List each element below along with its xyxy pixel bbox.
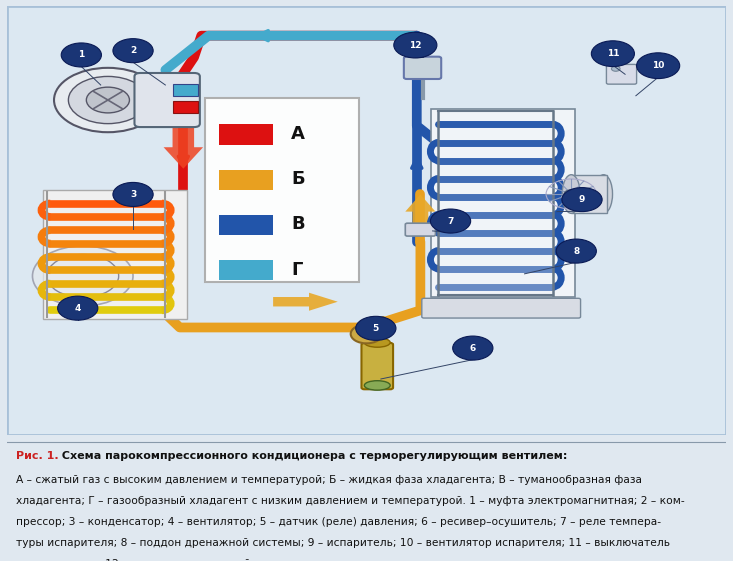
Circle shape bbox=[564, 190, 578, 198]
Bar bbox=[219, 125, 273, 145]
Circle shape bbox=[350, 324, 383, 343]
Circle shape bbox=[562, 187, 602, 211]
Circle shape bbox=[58, 296, 97, 320]
Circle shape bbox=[611, 66, 620, 71]
Text: 10: 10 bbox=[652, 61, 664, 70]
Circle shape bbox=[394, 32, 437, 58]
Circle shape bbox=[113, 182, 153, 206]
Text: 3: 3 bbox=[130, 190, 136, 199]
FancyBboxPatch shape bbox=[404, 57, 441, 79]
Text: Б: Б bbox=[291, 171, 305, 188]
Text: А – сжатый газ с высоким давлением и температурой; Б – жидкая фаза хладагента; В: А – сжатый газ с высоким давлением и тем… bbox=[16, 475, 642, 485]
Text: прессор; 3 – конденсатор; 4 – вентилятор; 5 – датчик (реле) давления; 6 – ресиве: прессор; 3 – конденсатор; 4 – вентилятор… bbox=[16, 517, 661, 527]
FancyBboxPatch shape bbox=[431, 109, 575, 297]
Bar bbox=[219, 215, 273, 235]
FancyBboxPatch shape bbox=[7, 6, 726, 435]
FancyArrow shape bbox=[163, 126, 203, 169]
Ellipse shape bbox=[364, 381, 390, 390]
Ellipse shape bbox=[594, 174, 613, 213]
FancyBboxPatch shape bbox=[205, 98, 359, 282]
Circle shape bbox=[453, 336, 493, 360]
Text: 7: 7 bbox=[447, 217, 454, 226]
Circle shape bbox=[68, 76, 147, 123]
Text: кондиционера; 12 – терморегулирующий вентиль: кондиционера; 12 – терморегулирующий вен… bbox=[16, 559, 301, 561]
Ellipse shape bbox=[364, 338, 390, 347]
Text: 6: 6 bbox=[470, 343, 476, 352]
Text: Схема парокомпрессионного кондиционера с терморегулирующим вентилем:: Схема парокомпрессионного кондиционера с… bbox=[58, 451, 567, 461]
Circle shape bbox=[556, 239, 597, 263]
Bar bbox=[219, 169, 273, 190]
Text: 5: 5 bbox=[372, 324, 379, 333]
Text: В: В bbox=[291, 215, 305, 233]
Text: туры испарителя; 8 – поддон дренажной системы; 9 – испаритель; 10 – вентилятор и: туры испарителя; 8 – поддон дренажной си… bbox=[16, 539, 670, 548]
FancyBboxPatch shape bbox=[405, 223, 435, 236]
Text: 1: 1 bbox=[78, 50, 84, 59]
Text: Рис. 1.: Рис. 1. bbox=[16, 451, 59, 461]
Text: 4: 4 bbox=[75, 304, 81, 312]
FancyBboxPatch shape bbox=[361, 343, 393, 389]
Circle shape bbox=[113, 39, 153, 63]
Circle shape bbox=[430, 209, 471, 233]
Circle shape bbox=[592, 41, 635, 67]
Text: 9: 9 bbox=[579, 195, 585, 204]
Circle shape bbox=[636, 53, 679, 79]
Bar bbox=[219, 260, 273, 280]
Ellipse shape bbox=[562, 174, 581, 213]
FancyArrow shape bbox=[273, 293, 338, 311]
Text: 12: 12 bbox=[409, 40, 421, 49]
Bar bbox=[172, 101, 198, 113]
Circle shape bbox=[61, 43, 101, 67]
Circle shape bbox=[54, 68, 162, 132]
Text: хладагента; Г – газообразный хладагент с низким давлением и температурой. 1 – му: хладагента; Г – газообразный хладагент с… bbox=[16, 496, 685, 506]
Circle shape bbox=[86, 87, 130, 113]
Text: 11: 11 bbox=[607, 49, 619, 58]
Text: 8: 8 bbox=[573, 247, 579, 256]
Text: Г: Г bbox=[291, 260, 303, 279]
Circle shape bbox=[32, 246, 133, 306]
FancyBboxPatch shape bbox=[421, 298, 581, 318]
Bar bbox=[172, 84, 198, 96]
FancyArrow shape bbox=[405, 195, 435, 233]
Text: 2: 2 bbox=[130, 46, 136, 55]
Bar bbox=[571, 174, 607, 213]
FancyBboxPatch shape bbox=[134, 73, 200, 127]
Circle shape bbox=[356, 316, 396, 341]
FancyBboxPatch shape bbox=[606, 65, 636, 84]
FancyBboxPatch shape bbox=[43, 190, 187, 319]
Text: А: А bbox=[291, 125, 305, 144]
